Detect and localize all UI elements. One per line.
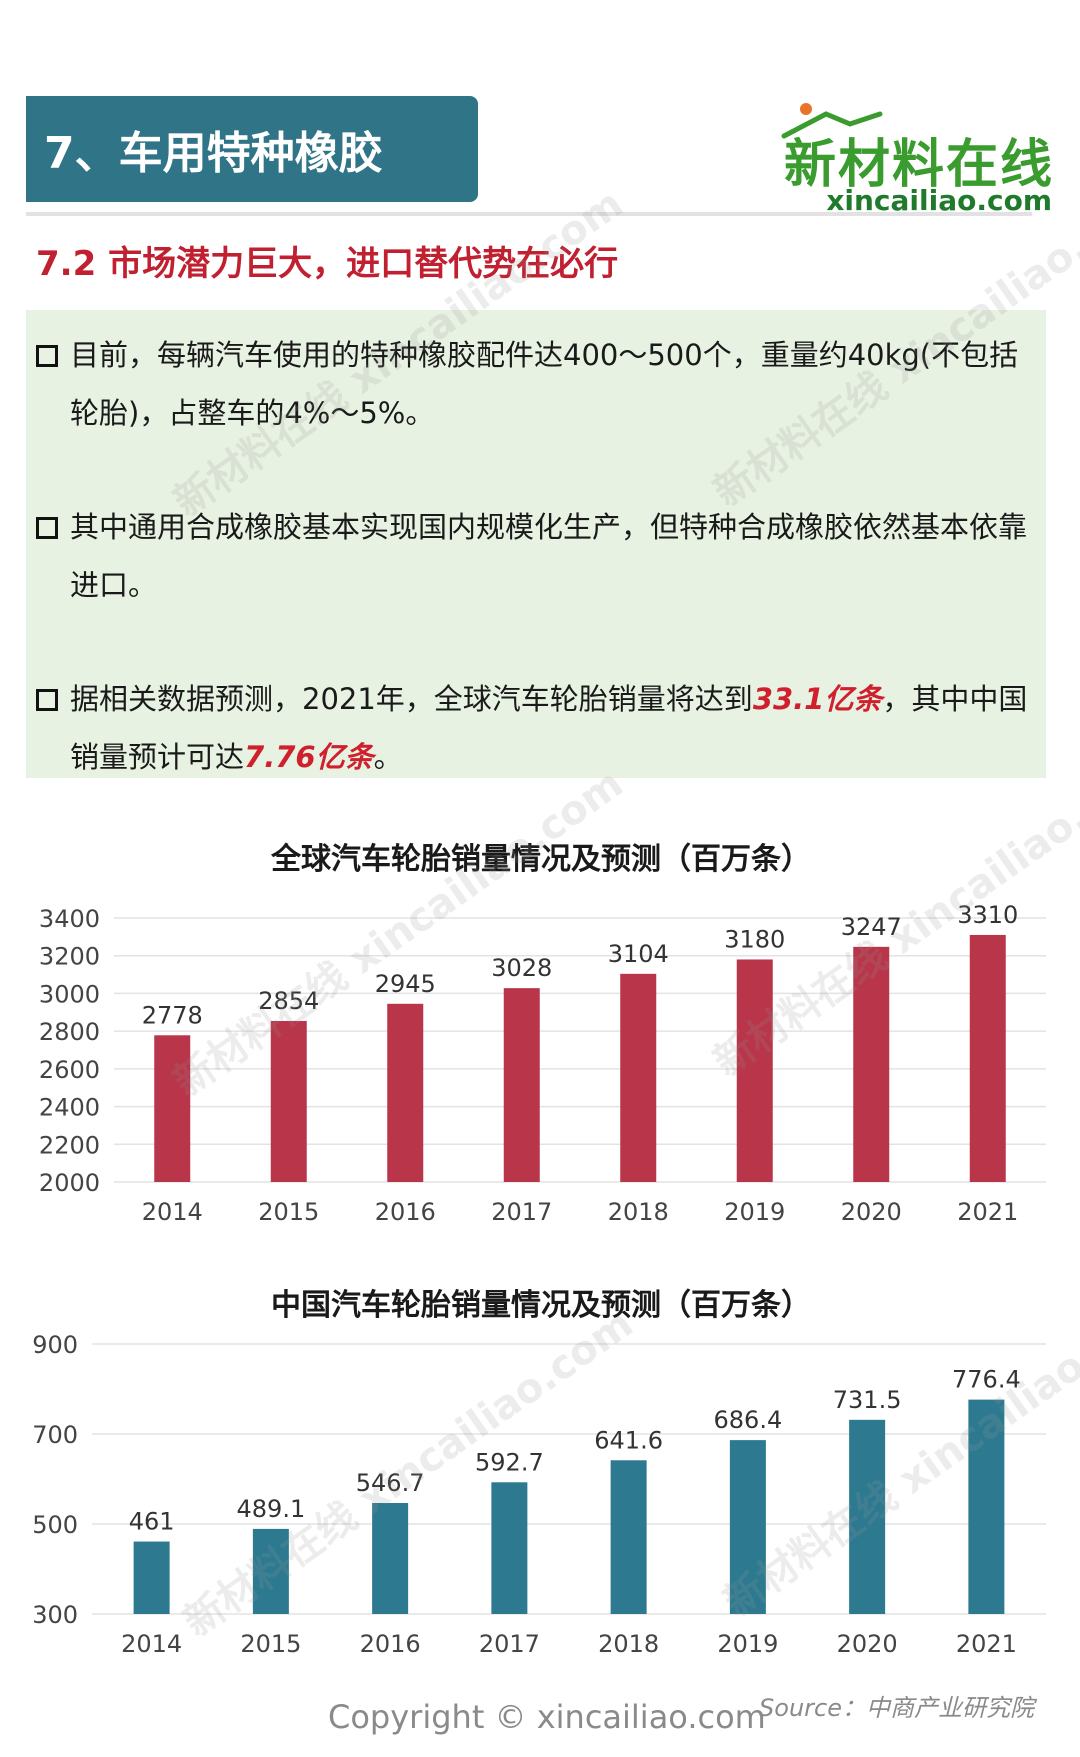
house-roof-icon	[781, 103, 883, 139]
data-label: 3247	[841, 913, 902, 941]
data-label: 731.5	[833, 1386, 902, 1414]
chart-title: 中国汽车轮胎销量情况及预测（百万条）	[271, 1288, 811, 1323]
data-label: 3104	[608, 940, 669, 968]
china-sales-highlight: 7.76亿条	[244, 740, 374, 774]
global-tire-sales-chart: 全球汽车轮胎销量情况及预测（百万条） 2000 2200 2400 2600 2800 3…	[26, 834, 1056, 1254]
x-tick-label: 2019	[717, 1630, 778, 1658]
bar	[610, 1460, 647, 1614]
y-tick-label: 3400	[39, 905, 100, 933]
bar	[154, 1035, 191, 1182]
y-tick-label: 500	[32, 1511, 78, 1539]
data-label: 686.4	[714, 1406, 783, 1434]
x-tick-label: 2017	[479, 1630, 540, 1658]
x-tick-label: 2018	[608, 1198, 669, 1226]
bar	[620, 973, 657, 1182]
copyright-text: Copyright © xincailiao.com	[328, 1698, 766, 1736]
data-label: 592.7	[475, 1448, 544, 1476]
bullet-text: 其中通用合成橡胶基本实现国内规模化生产，但特种合成橡胶依然基本依靠进口。	[70, 510, 1028, 602]
bar	[853, 946, 890, 1182]
y-tick-label: 900	[32, 1331, 78, 1359]
bar	[736, 959, 773, 1182]
data-label: 641.6	[594, 1426, 663, 1454]
bullet-text-pre: 据相关数据预测，2021年，全球汽车轮胎销量将达到	[70, 682, 753, 716]
bullet-text: 据相关数据预测，2021年，全球汽车轮胎销量将达到33.1亿条，其中中国销量预计…	[36, 670, 1036, 786]
data-label: 2778	[142, 1001, 203, 1029]
y-tick-label: 2600	[39, 1056, 100, 1084]
china-tire-sales-plot: 300 500 700 900 461 2014 489.1 2015 546.7 2016 592…	[32, 1331, 1046, 1658]
bar	[252, 1528, 289, 1614]
bar	[968, 1399, 1005, 1614]
bar	[849, 1419, 886, 1614]
y-tick-label: 300	[32, 1601, 78, 1629]
x-tick-label: 2015	[258, 1198, 319, 1226]
x-tick-label: 2014	[142, 1198, 203, 1226]
logo-sub-text: xincailiao.com	[826, 184, 1052, 217]
bar	[387, 1003, 424, 1182]
x-tick-label: 2021	[956, 1630, 1017, 1658]
x-tick-label: 2015	[240, 1630, 301, 1658]
china-tire-sales-chart: 中国汽车轮胎销量情况及预测（百万条） 300 500 700 900 461 2014 48…	[26, 1280, 1056, 1680]
global-sales-highlight: 33.1亿条	[752, 682, 883, 716]
bar	[133, 1541, 170, 1614]
bullet-panel: 目前，每辆汽车使用的特种橡胶配件达400～500个，重量约40kg(不包括轮胎)…	[26, 310, 1046, 778]
header-divider	[26, 212, 1032, 216]
bullet-text-post: 。	[373, 740, 403, 774]
chart-title: 全球汽车轮胎销量情况及预测（百万条）	[271, 842, 811, 877]
bullet-item-3: 据相关数据预测，2021年，全球汽车轮胎销量将达到33.1亿条，其中中国销量预计…	[36, 670, 1036, 786]
data-label: 2945	[375, 970, 436, 998]
data-label: 3310	[957, 901, 1018, 929]
data-label: 2854	[258, 987, 319, 1015]
logo-main-text: 新材料在线	[783, 135, 1054, 195]
y-tick-label: 2000	[39, 1169, 100, 1197]
x-tick-label: 2014	[121, 1630, 182, 1658]
x-tick-label: 2020	[837, 1630, 898, 1658]
y-tick-label: 2800	[39, 1018, 100, 1046]
x-tick-label: 2018	[598, 1630, 659, 1658]
bar	[729, 1440, 766, 1614]
bar	[270, 1020, 307, 1182]
x-tick-label: 2017	[491, 1198, 552, 1226]
bar	[372, 1502, 409, 1614]
bar	[491, 1482, 528, 1614]
brand-logo: 新材料在线 xincailiao.com	[756, 100, 1056, 217]
page-subtitle: 7.2 市场潜力巨大，进口替代势在必行	[36, 244, 619, 284]
bullet-item-1: 目前，每辆汽车使用的特种橡胶配件达400～500个，重量约40kg(不包括轮胎)…	[36, 326, 1036, 442]
x-tick-label: 2016	[375, 1198, 436, 1226]
y-tick-label: 3000	[39, 980, 100, 1008]
x-tick-label: 2016	[360, 1630, 421, 1658]
data-label: 489.1	[237, 1495, 306, 1523]
bullet-text: 目前，每辆汽车使用的特种橡胶配件达400～500个，重量约40kg(不包括轮胎)…	[70, 338, 1019, 430]
data-label: 3180	[724, 925, 785, 953]
y-tick-label: 700	[32, 1421, 78, 1449]
x-tick-label: 2019	[724, 1198, 785, 1226]
square-bullet-icon	[36, 689, 58, 711]
global-tire-sales-plot: 2000 2200 2400 2600 2800 3000 3200 3400 2778 2014…	[39, 901, 1046, 1226]
bar	[969, 934, 1006, 1182]
square-bullet-icon	[36, 517, 58, 539]
bar	[503, 988, 540, 1182]
square-bullet-icon	[36, 345, 58, 367]
bullet-text-mid: ，其中中国销量预计可达	[70, 682, 1028, 774]
y-tick-label: 2200	[39, 1131, 100, 1159]
x-tick-label: 2020	[841, 1198, 902, 1226]
bullet-item-2: 其中通用合成橡胶基本实现国内规模化生产，但特种合成橡胶依然基本依靠进口。	[36, 498, 1036, 614]
x-tick-label: 2021	[957, 1198, 1018, 1226]
y-tick-label: 2400	[39, 1094, 100, 1122]
source-text: Source：中商产业研究院	[759, 1694, 1034, 1722]
data-label: 461	[129, 1508, 175, 1536]
data-label: 546.7	[356, 1469, 425, 1497]
data-label: 776.4	[952, 1366, 1021, 1394]
y-tick-label: 3200	[39, 943, 100, 971]
section-title: 7、车用特种橡胶	[26, 96, 478, 202]
data-label: 3028	[491, 954, 552, 982]
